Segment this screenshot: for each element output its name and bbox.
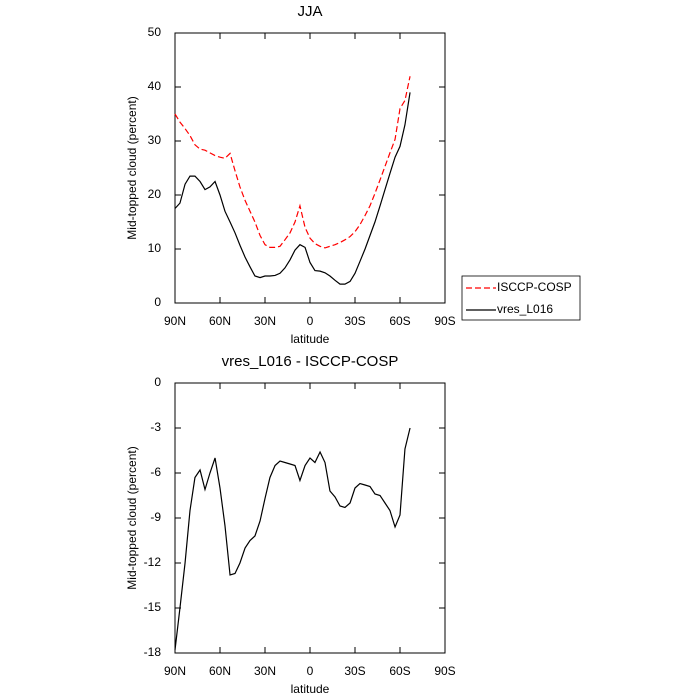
x-axis-label: latitude	[291, 682, 330, 696]
legend-label: vres_L016	[497, 302, 553, 316]
x-tick-label: 90N	[164, 314, 186, 328]
chart-title: vres_L016 - ISCCP-COSP	[222, 353, 399, 370]
x-tick-label: 60N	[209, 314, 231, 328]
y-tick-label: 0	[154, 295, 161, 309]
y-tick-label: -3	[150, 420, 161, 434]
y-tick-label: -18	[144, 645, 162, 659]
x-tick-label: 30N	[254, 314, 276, 328]
chart-title: JJA	[297, 3, 322, 20]
y-tick-label: 50	[148, 25, 162, 39]
y-tick-label: 30	[148, 133, 162, 147]
x-tick-label: 60S	[389, 314, 410, 328]
x-tick-label: 60S	[389, 664, 410, 678]
legend-box	[461, 275, 581, 321]
x-tick-label: 30N	[254, 664, 276, 678]
data-line	[174, 92, 411, 285]
y-tick-label: -12	[144, 555, 162, 569]
legend-label: ISCCP-COSP	[497, 280, 572, 294]
y-tick-label: -15	[144, 600, 162, 614]
y-tick-label: 20	[148, 187, 162, 201]
x-tick-label: 0	[307, 314, 314, 328]
plot-frame	[174, 382, 446, 654]
data-line	[174, 76, 411, 249]
x-tick-label: 30S	[344, 664, 365, 678]
x-axis-label: latitude	[291, 332, 330, 346]
x-tick-label: 90N	[164, 664, 186, 678]
x-tick-label: 0	[307, 664, 314, 678]
y-axis-label: Mid-topped cloud (percent)	[125, 446, 139, 589]
y-tick-label: 40	[148, 79, 162, 93]
x-tick-label: 90S	[434, 664, 455, 678]
data-line	[174, 427, 411, 651]
y-tick-label: 0	[154, 375, 161, 389]
y-tick-label: -9	[150, 510, 161, 524]
y-axis-label: Mid-topped cloud (percent)	[125, 96, 139, 239]
x-tick-label: 60N	[209, 664, 231, 678]
y-tick-label: 10	[148, 241, 162, 255]
y-tick-label: -6	[150, 465, 161, 479]
x-tick-label: 90S	[434, 314, 455, 328]
x-tick-label: 30S	[344, 314, 365, 328]
